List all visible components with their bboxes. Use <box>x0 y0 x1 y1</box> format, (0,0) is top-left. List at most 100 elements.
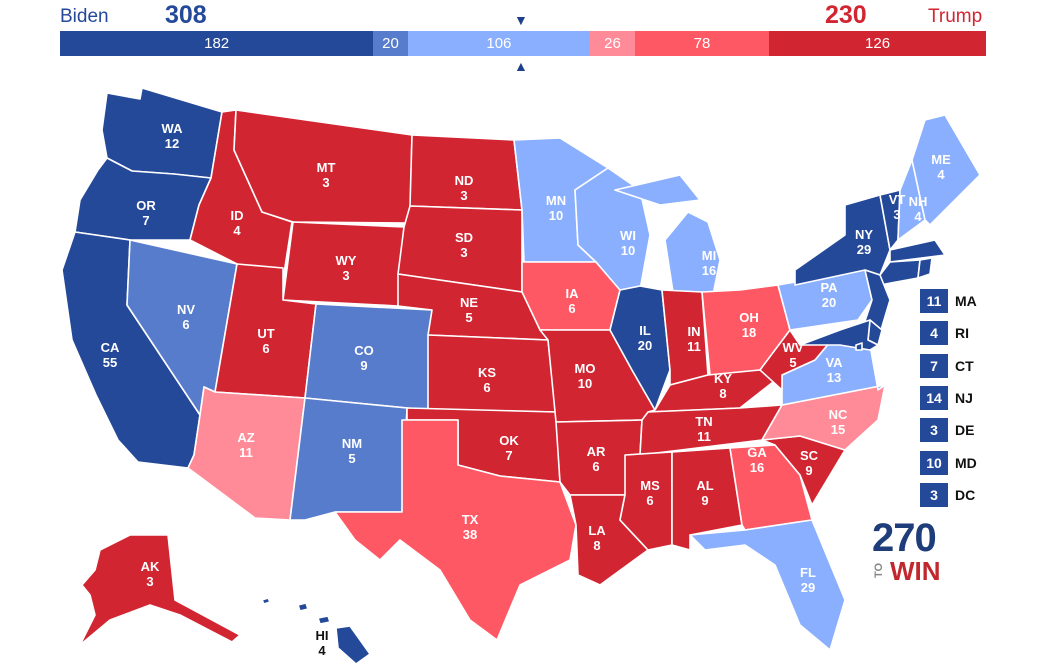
state-label-tx: TX <box>462 512 479 527</box>
state-ev-sd: 3 <box>460 245 467 260</box>
state-ev-wy: 3 <box>342 268 349 283</box>
state-ev-ne: 5 <box>465 310 472 325</box>
state-label-va: VA <box>825 355 843 370</box>
state-ev-ms: 6 <box>646 493 653 508</box>
biden-name: Biden <box>60 6 109 27</box>
electoral-vote-bar: 182 20 106 26 78 126 <box>60 31 986 56</box>
small-state-ev-ri[interactable]: 4 <box>920 321 948 345</box>
state-ev-ks: 6 <box>483 380 490 395</box>
state-label-nd: ND <box>455 173 474 188</box>
state-tx[interactable] <box>334 419 577 641</box>
state-label-ok: OK <box>499 433 519 448</box>
state-ev-vt: 3 <box>893 207 900 222</box>
state-label-co: CO <box>354 343 374 358</box>
state-ev-or: 7 <box>142 213 149 228</box>
bar-segment-likely-dem: 20 <box>373 31 408 56</box>
down-arrow-icon: ▼ <box>514 12 528 28</box>
state-label-wy: WY <box>336 253 357 268</box>
state-ev-nv: 6 <box>182 317 189 332</box>
state-label-me: ME <box>931 152 951 167</box>
state-me[interactable] <box>911 114 981 226</box>
state-label-mi: MI <box>702 248 716 263</box>
state-ct[interactable] <box>879 259 921 286</box>
state-ev-az: 11 <box>239 445 253 460</box>
state-label-la: LA <box>588 523 606 538</box>
state-label-nc: NC <box>829 407 848 422</box>
bar-segment-leans-rep: 26 <box>590 31 635 56</box>
state-label-oh: OH <box>739 310 759 325</box>
bar-segment-safe-rep: 126 <box>769 31 986 56</box>
small-state-label-dc: DC <box>955 487 976 503</box>
state-ev-ar: 6 <box>592 459 599 474</box>
small-state-ev-ct[interactable]: 7 <box>920 354 948 378</box>
state-il[interactable] <box>609 285 671 411</box>
state-label-ca: CA <box>101 340 120 355</box>
state-fl[interactable] <box>689 519 846 651</box>
small-state-label-nj: NJ <box>955 390 973 406</box>
state-label-ne: NE <box>460 295 478 310</box>
state-ma[interactable] <box>889 239 946 263</box>
small-state-ev-dc[interactable]: 3 <box>920 483 948 507</box>
state-ev-wv: 5 <box>789 355 796 370</box>
state-label-wv: WV <box>783 340 804 355</box>
state-ev-nm: 5 <box>348 451 355 466</box>
state-ev-va: 13 <box>827 370 841 385</box>
state-ev-ny: 29 <box>857 242 871 257</box>
state-label-mo: MO <box>575 361 596 376</box>
state-ev-mo: 10 <box>578 376 592 391</box>
small-state-label-ct: CT <box>955 358 974 374</box>
state-ak[interactable] <box>79 534 241 646</box>
state-ev-ca: 55 <box>103 355 117 370</box>
small-state-ev-ma[interactable]: 11 <box>920 289 948 313</box>
state-ev-id: 4 <box>233 223 241 238</box>
state-ev-fl: 29 <box>801 580 815 595</box>
state-label-id: ID <box>231 208 244 223</box>
state-ev-mn: 10 <box>549 208 563 223</box>
state-label-ks: KS <box>478 365 496 380</box>
small-state-label-md: MD <box>955 455 977 471</box>
state-label-fl: FL <box>800 565 816 580</box>
state-hi[interactable] <box>261 597 371 665</box>
state-label-pa: PA <box>820 280 838 295</box>
state-ev-me: 4 <box>937 167 945 182</box>
state-ev-pa: 20 <box>822 295 836 310</box>
small-state-ev-de[interactable]: 3 <box>920 418 948 442</box>
biden-total: 308 <box>165 1 207 29</box>
logo-to: TO <box>873 562 885 578</box>
state-label-ut: UT <box>257 326 274 341</box>
state-label-sd: SD <box>455 230 473 245</box>
state-label-nv: NV <box>177 302 195 317</box>
state-label-mt: MT <box>317 160 336 175</box>
state-label-nm: NM <box>342 436 362 451</box>
state-label-ak: AK <box>141 559 160 574</box>
state-ev-tx: 38 <box>463 527 477 542</box>
state-ev-co: 9 <box>360 358 367 373</box>
state-label-il: IL <box>639 323 651 338</box>
state-ev-oh: 18 <box>742 325 756 340</box>
state-label-ny: NY <box>855 227 873 242</box>
state-ev-nd: 3 <box>460 188 467 203</box>
state-md[interactable] <box>799 319 879 351</box>
state-ev-la: 8 <box>593 538 600 553</box>
state-ri[interactable] <box>917 257 933 279</box>
small-state-ev-md[interactable]: 10 <box>920 451 948 475</box>
small-state-label-ri: RI <box>955 325 969 341</box>
bar-segment-safe-dem: 182 <box>60 31 374 56</box>
state-label-wi: WI <box>620 228 636 243</box>
bar-segment-leans-dem: 106 <box>407 31 591 56</box>
state-label-ia: IA <box>566 286 580 301</box>
state-ev-nc: 15 <box>831 422 845 437</box>
state-ev-nh: 4 <box>914 209 922 224</box>
up-arrow-icon: ▲ <box>514 58 528 74</box>
state-dc[interactable] <box>855 342 863 351</box>
logo-number: 270 <box>872 516 937 560</box>
small-state-label-ma: MA <box>955 293 977 309</box>
state-label-ar: AR <box>587 444 606 459</box>
state-ev-mt: 3 <box>322 175 329 190</box>
small-state-label-de: DE <box>955 422 975 438</box>
small-state-ev-nj[interactable]: 14 <box>920 386 948 410</box>
state-ny[interactable] <box>794 194 891 286</box>
state-label-az: AZ <box>237 430 254 445</box>
state-ev-ut: 6 <box>262 341 269 356</box>
